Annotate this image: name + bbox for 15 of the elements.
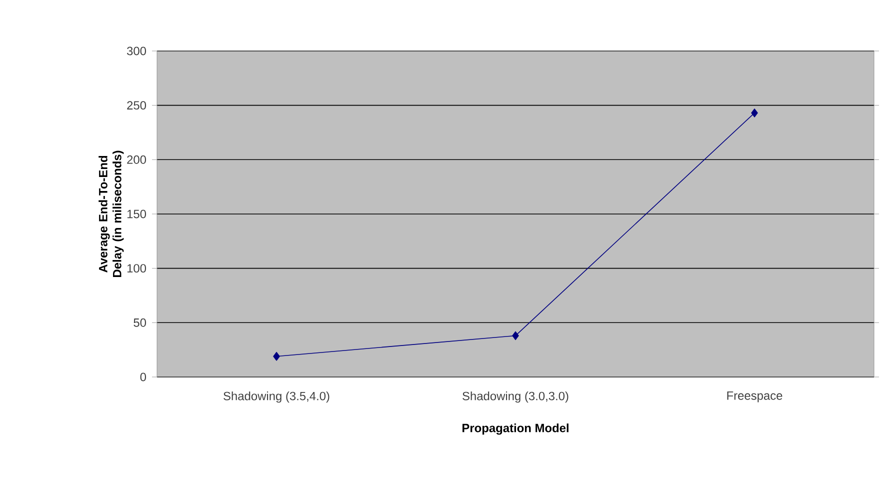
point [273, 352, 280, 361]
x-tick-label: Freespace [727, 392, 782, 402]
point [751, 108, 758, 118]
x-axis-title: Propagation Model [462, 423, 568, 435]
y-tick-label: 50 [134, 318, 146, 327]
point [512, 331, 519, 340]
y-tick-label: 300 [126, 46, 146, 56]
y-tick-label: 200 [127, 155, 146, 164]
y-tick-label: 150 [127, 210, 146, 218]
y-axis-title: Average End-To-End Delay (in miliseconds) [98, 150, 124, 277]
x-tick-label: Shadowing (3.5,4.0) [224, 392, 330, 403]
y-tick-label: 100 [127, 264, 146, 273]
y-tick-label: 250 [127, 101, 146, 110]
x-tick-label: Shadowing (3.0,3.0) [462, 392, 568, 403]
y-tick-label: 0 [140, 372, 146, 382]
